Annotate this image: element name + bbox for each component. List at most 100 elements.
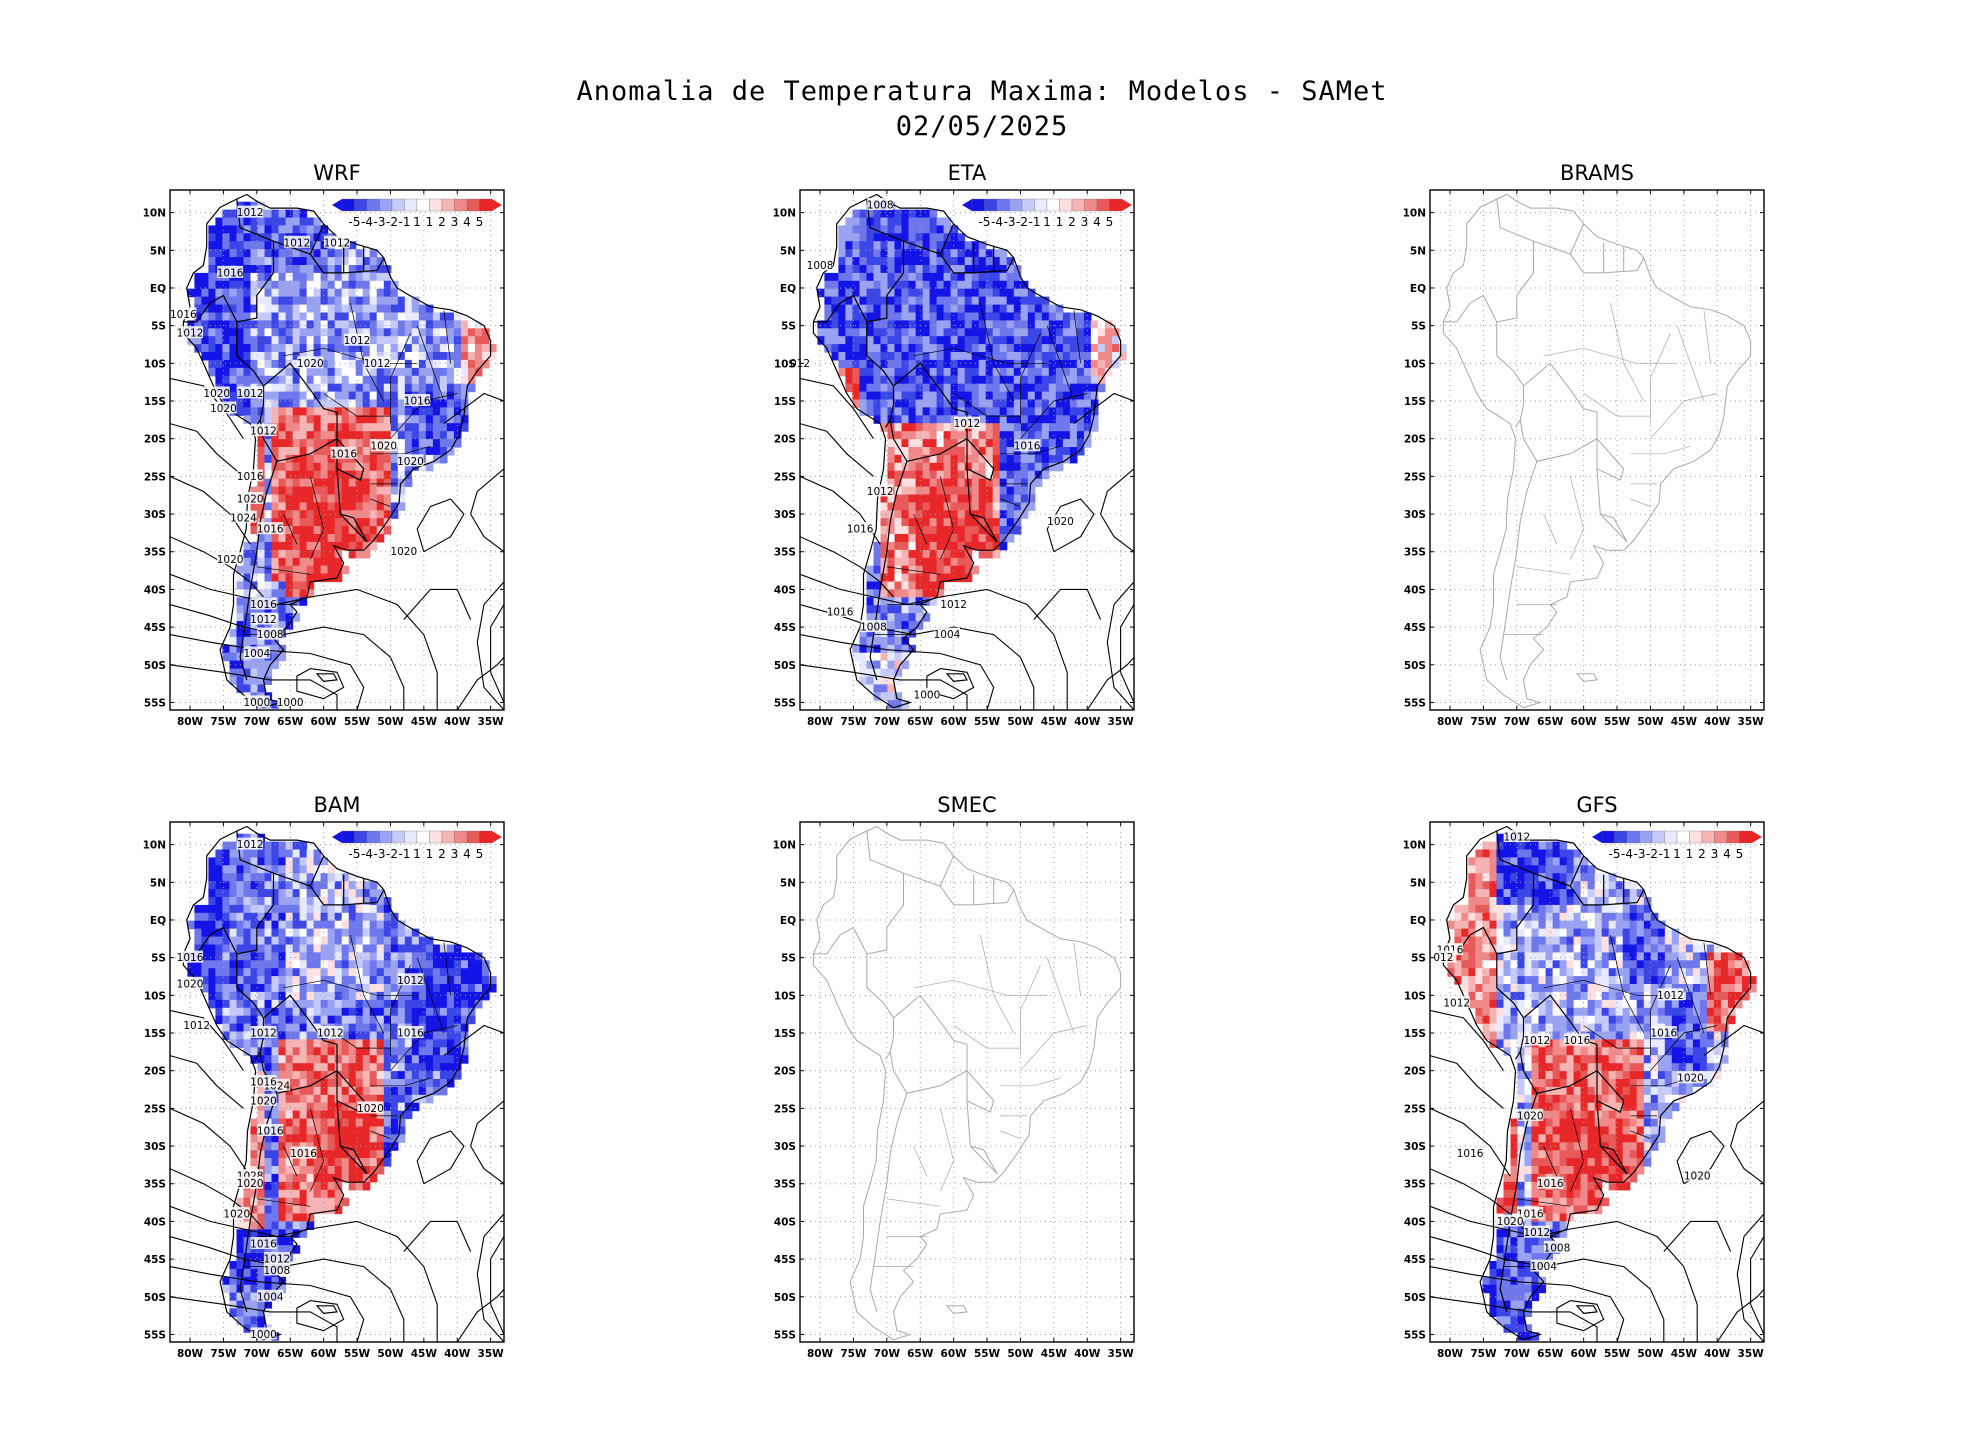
anomaly-cell [236,613,245,622]
panel-title: BRAMS [1560,161,1634,185]
anomaly-cell [306,375,315,385]
anomaly-cell [873,241,882,250]
anomaly-cell [278,557,287,567]
anomaly-cell [943,518,952,527]
anomaly-cell [950,352,959,361]
anomaly-cell [929,462,938,472]
anomaly-cell [964,518,973,527]
anomaly-cell [943,557,952,567]
anomaly-cell [894,344,903,353]
anomaly-cell [922,265,931,274]
anomaly-cell [901,407,910,416]
colorbar-label: 3 [1081,215,1089,229]
anomaly-cell [215,249,223,258]
anomaly-cell [894,415,903,424]
anomaly-cell [376,1055,385,1064]
anomaly-cell [278,272,287,282]
anomaly-cell [257,375,266,385]
anomaly-cell [355,920,364,930]
anomaly-cell [439,984,448,993]
anomaly-cell [362,1181,371,1191]
anomaly-cell [348,1047,357,1056]
anomaly-cell [873,296,882,306]
anomaly-cell [355,1150,364,1159]
anomaly-cell [894,209,903,219]
anomaly-cell [292,1142,301,1151]
falklands [315,1305,338,1315]
anomaly-cell [404,1079,413,1088]
anomaly-cell [264,904,273,914]
colorbar-label: 1 [1043,215,1051,229]
colorbar-segment [466,198,480,212]
state-border [1583,393,1651,417]
anomaly-cell [285,881,294,890]
anomaly-cell [908,454,917,464]
anomaly-cell [348,1150,357,1159]
state-border [350,302,385,402]
anomaly-cell [313,272,322,282]
anomaly-cell [453,999,462,1009]
anomaly-cell [369,312,378,321]
isobar-label: 1016 [177,952,204,964]
anomaly-cell [964,502,973,511]
anomaly-cell [313,249,322,258]
anomaly-cell [397,968,406,977]
anomaly-cell [250,296,259,306]
anomaly-cell [887,280,896,290]
anomaly-cell [1097,367,1106,377]
anomaly-cell [334,439,343,448]
anomaly-cell [362,296,371,306]
anomaly-cell [362,1007,371,1017]
isobar-label: 1016 [290,1148,317,1160]
anomaly-cell [306,320,315,329]
anomaly-cell [936,265,945,274]
anomaly-cell [264,865,273,874]
lon-label: 35W [1108,716,1135,728]
anomaly-cell [908,209,917,219]
anomaly-cell [257,1197,266,1207]
anomaly-cell [285,423,294,432]
anomaly-cell [348,510,357,519]
anomaly-cell [278,454,287,464]
anomaly-cell [950,304,959,314]
anomaly-cell [901,581,910,590]
anomaly-cell [397,1118,406,1128]
anomaly-cell [306,1134,315,1143]
anomaly-cell [439,320,448,329]
anomaly-cell [327,1086,336,1096]
anomaly-cell [873,629,882,638]
anomaly-cell [817,336,825,345]
anomaly-cell [236,1237,245,1246]
anomaly-cell [278,257,287,266]
anomaly-cell [887,462,896,472]
anomaly-cell [229,897,238,906]
anomaly-cell [257,549,266,559]
anomaly-cell [943,391,952,401]
anomaly-cell [467,976,476,985]
anomaly-cell [880,629,889,638]
anomaly-cell [439,1031,448,1040]
anomaly-cell [341,407,350,416]
anomaly-cell [418,1007,427,1017]
anomaly-cell [957,439,966,448]
anomaly-cell [1076,328,1085,337]
anomaly-cell [383,383,392,393]
anomaly-cell [887,249,896,258]
anomaly-cell [264,486,273,496]
anomaly-cell [208,920,216,930]
anomaly-cell [922,249,931,258]
anomaly-cell [859,288,868,298]
anomaly-cell [264,415,273,424]
anomaly-cell [936,352,945,361]
anomaly-cell [845,367,853,377]
anomaly-cell [950,541,959,551]
anomaly-cell [222,1007,230,1017]
anomaly-cell [999,470,1008,480]
anomaly-cell [901,288,910,298]
anomaly-cell [383,431,392,440]
anomaly-cell [1062,367,1071,377]
anomaly-cell [292,494,301,503]
anomaly-cell [243,304,252,314]
anomaly-cell [299,1039,308,1048]
anomaly-cell [887,692,896,701]
